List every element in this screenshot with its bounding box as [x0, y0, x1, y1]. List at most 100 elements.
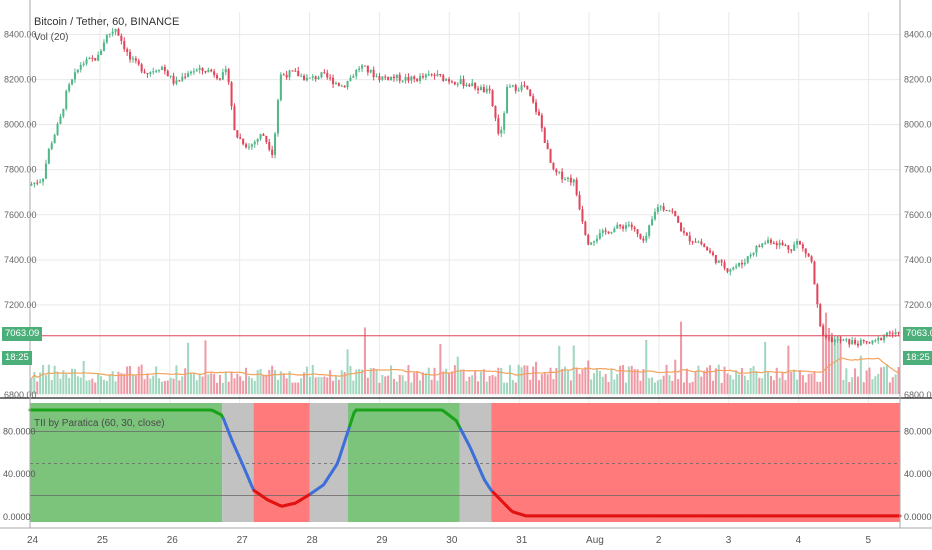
volume-bar: [575, 367, 578, 394]
volume-bar: [511, 380, 514, 394]
candle-body: [56, 123, 59, 135]
volume-bar: [71, 368, 74, 394]
candle-body: [247, 146, 250, 148]
volume-bar: [82, 360, 85, 394]
candle-body: [143, 71, 146, 74]
volume-bar: [242, 380, 245, 394]
volume-bar: [488, 375, 491, 394]
candle-body: [584, 221, 587, 235]
candle-body: [532, 96, 535, 103]
candle-body: [381, 76, 384, 80]
volume-bar: [152, 375, 155, 394]
candle-body: [114, 29, 117, 32]
volume-bar: [822, 323, 825, 394]
volume-bar: [436, 380, 439, 394]
x-tick-label: 27: [237, 535, 249, 546]
volume-bar: [767, 371, 770, 394]
candle-body: [129, 51, 132, 60]
candle-body: [262, 134, 265, 136]
volume-bar: [558, 345, 561, 394]
volume-bar: [503, 382, 506, 394]
volume-bar: [230, 371, 233, 394]
volume-bar: [158, 378, 161, 394]
candle-body: [68, 84, 71, 91]
volume-bar: [33, 371, 36, 394]
candle-body: [610, 232, 613, 234]
candle-body: [535, 102, 538, 112]
candle-body: [445, 79, 448, 81]
volume-bar: [697, 365, 700, 394]
y-tick-label-right: 8400.00: [904, 30, 932, 40]
y-tick-label-right: 7200.00: [904, 300, 932, 310]
candle-body: [300, 75, 303, 77]
candle-body: [221, 72, 224, 80]
volume-bar: [700, 376, 703, 394]
candle-body: [497, 118, 500, 134]
volume-bar: [155, 366, 158, 394]
volume-bar: [149, 378, 152, 394]
volume-bar: [874, 376, 877, 394]
candle-body: [346, 81, 349, 88]
volume-bar: [894, 374, 897, 394]
candle-body: [787, 245, 790, 250]
volume-bar: [801, 375, 804, 394]
candle-body: [172, 75, 175, 84]
volume-bar: [648, 378, 651, 394]
volume-bar: [410, 382, 413, 394]
volume-bar: [601, 376, 604, 394]
volume-bar: [555, 367, 558, 394]
candle-body: [111, 31, 114, 34]
volume-bar: [790, 372, 793, 394]
volume-bar: [880, 367, 883, 394]
volume-bar: [337, 379, 340, 394]
volume-bar: [848, 382, 851, 394]
volume-bar: [561, 368, 564, 394]
volume-bar: [85, 380, 88, 394]
volume-bar: [332, 380, 335, 394]
volume-bar: [761, 378, 764, 394]
volume-bar: [619, 365, 622, 394]
tii-zone-grey: [222, 403, 254, 522]
volume-bar: [506, 382, 509, 394]
candle-body: [187, 73, 190, 77]
volume-bar: [883, 366, 886, 394]
volume-bar: [361, 369, 364, 394]
candle-body: [433, 74, 436, 76]
y-tick-label-right: 7600.00: [904, 210, 932, 220]
volume-bar: [413, 372, 416, 394]
candle-body: [419, 76, 422, 81]
candle-body: [30, 184, 33, 186]
volume-bar: [865, 370, 868, 394]
volume-bar: [303, 372, 306, 394]
volume-bar: [468, 376, 471, 394]
candle-body: [511, 85, 514, 87]
volume-bar: [526, 365, 529, 394]
volume-bar: [282, 373, 285, 394]
candle-body: [424, 74, 427, 78]
candle-body: [842, 339, 845, 341]
volume-bar: [546, 374, 549, 394]
volume-bar: [421, 372, 424, 394]
candle-body: [526, 85, 529, 90]
x-tick-label: 26: [167, 535, 179, 546]
candle-body: [279, 74, 282, 101]
candle-body: [848, 339, 851, 345]
volume-bar: [851, 377, 854, 394]
volume-bar: [390, 365, 393, 394]
volume-bar: [329, 370, 332, 394]
volume-bar: [221, 382, 224, 394]
volume-bar: [114, 381, 117, 394]
candle-body: [671, 210, 674, 212]
candle-body: [134, 58, 137, 61]
candle-body: [308, 77, 311, 79]
volume-bar: [349, 366, 352, 394]
candle-body: [210, 69, 213, 72]
candle-body: [874, 340, 877, 342]
volume-bar: [117, 371, 120, 394]
volume-bar: [88, 380, 91, 394]
volume-bar: [485, 381, 488, 394]
volume-bar: [192, 373, 195, 394]
candle-body: [752, 252, 755, 255]
volume-bar: [456, 356, 459, 394]
